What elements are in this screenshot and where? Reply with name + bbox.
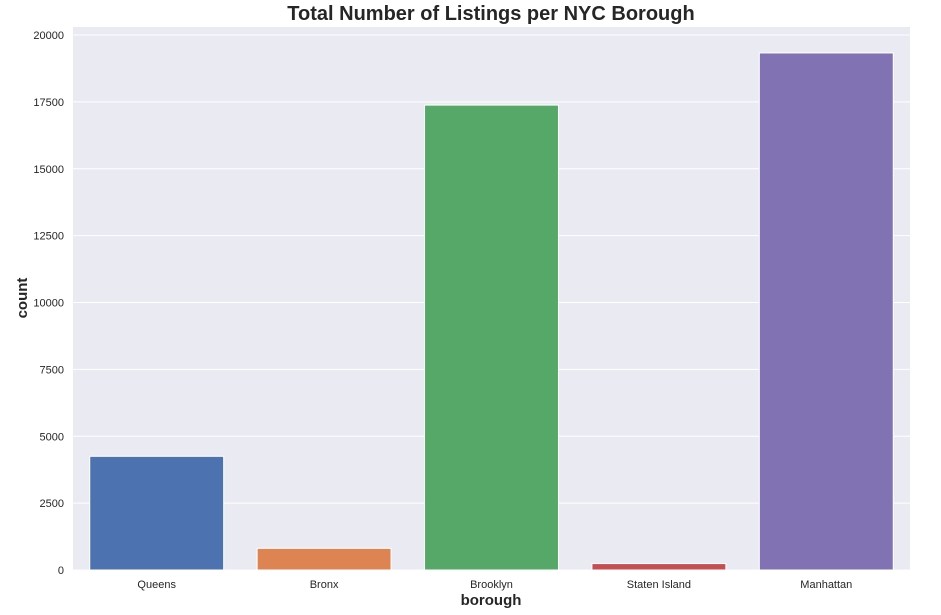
y-tick-label: 12500 [33,231,64,243]
bar-brooklyn [424,104,559,571]
x-tick-labels: Queens Bronx Brooklyn Staten Island Manhatta… [137,579,852,591]
x-tick-label: Queens [137,579,176,591]
x-tick-label: Brooklyn [470,579,513,591]
y-tick-label: 2500 [40,498,64,510]
x-axis-label: borough [461,592,522,609]
y-tick-label: 17500 [33,97,64,109]
y-axis-label: count [14,278,31,319]
y-tick-label: 20000 [33,30,64,42]
x-tick-label: Manhattan [800,579,852,591]
x-tick-label: Staten Island [627,579,691,591]
bar-manhattan [758,52,894,571]
y-tick-label: 0 [58,565,64,577]
x-tick-label: Bronx [310,579,339,591]
y-tick-labels: 0 2500 5000 7500 10000 12500 15000 17500 20000 [33,30,64,577]
bar-bronx [256,547,392,571]
y-tick-label: 5000 [40,431,64,443]
chart-title: Total Number of Listings per NYC Borough [287,3,694,25]
bars [89,52,894,571]
y-tick-label: 15000 [33,164,64,176]
bar-queens [89,455,225,571]
bar-staten-island [591,563,727,571]
y-tick-label: 7500 [40,364,64,376]
y-tick-label: 10000 [33,298,64,310]
